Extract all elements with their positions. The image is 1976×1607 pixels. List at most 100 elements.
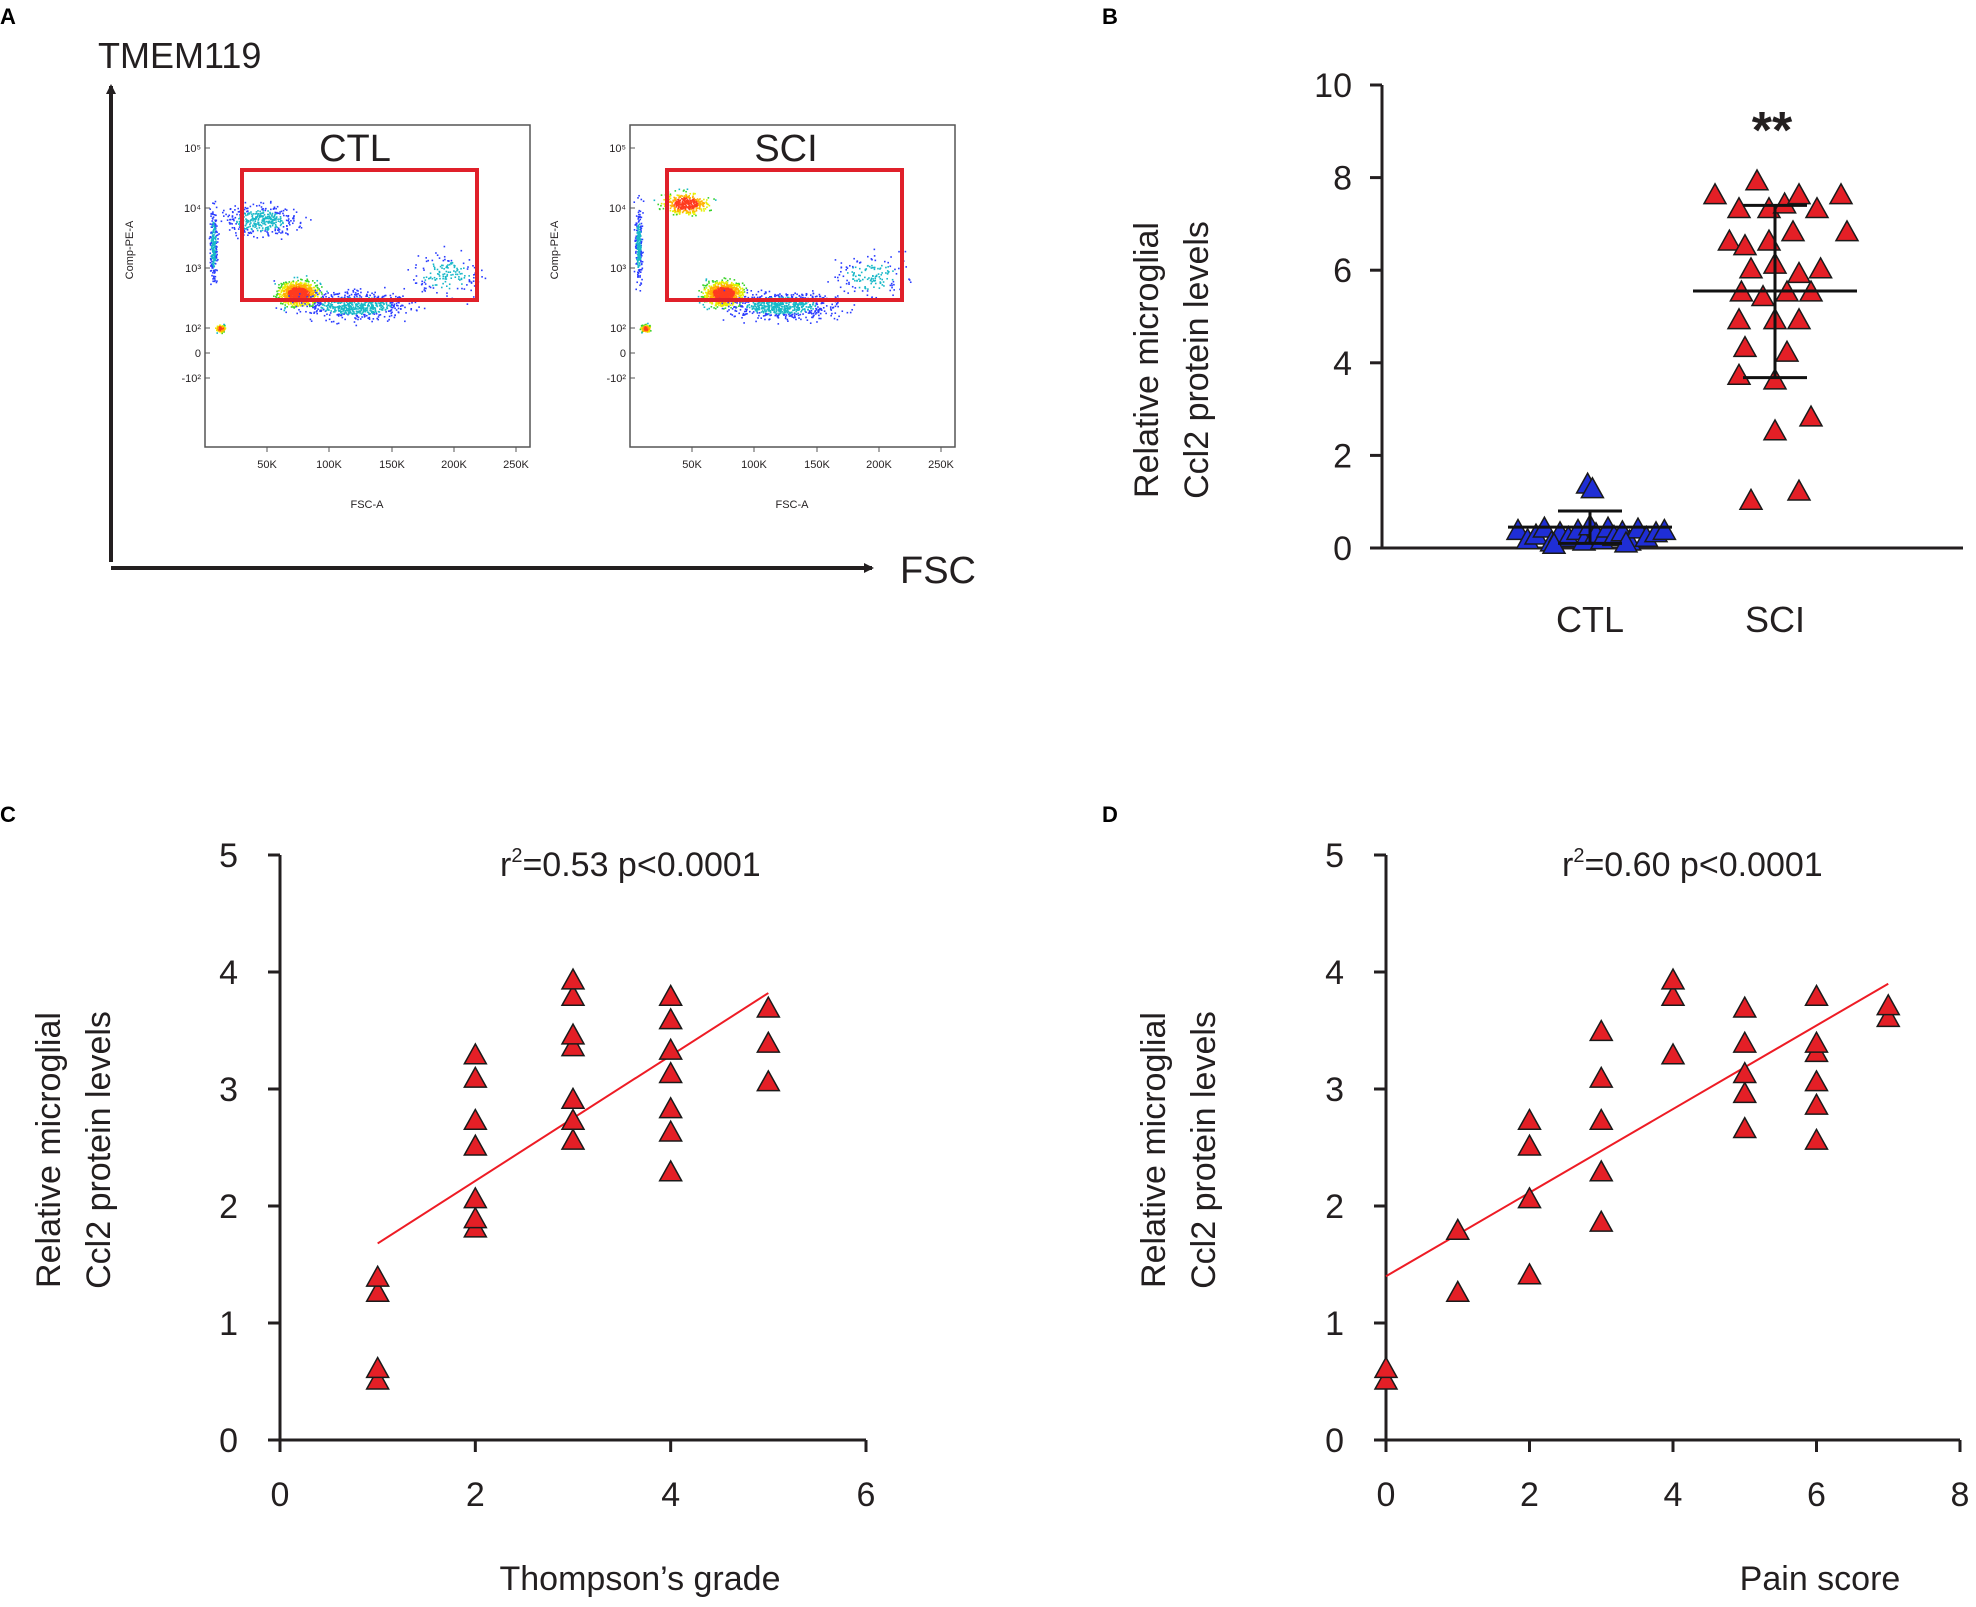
flow-event-dot bbox=[300, 278, 302, 281]
flow-event-dot bbox=[337, 315, 340, 317]
flow-event-dot bbox=[296, 303, 299, 305]
flow-event-dot bbox=[881, 284, 884, 286]
flow-event-dot bbox=[742, 302, 744, 304]
flow-event-dot bbox=[307, 284, 309, 287]
flow-event-dot bbox=[210, 236, 212, 239]
flow-event-dot bbox=[791, 316, 794, 318]
flow-event-dot bbox=[639, 271, 642, 273]
flow-event-dot bbox=[341, 296, 343, 299]
flow-event-dot bbox=[756, 307, 758, 310]
flow-event-dot bbox=[730, 294, 733, 297]
flow-event-dot bbox=[820, 302, 823, 305]
flow-event-dot bbox=[233, 226, 236, 229]
flow-event-dot bbox=[283, 290, 285, 293]
flow-event-dot bbox=[335, 306, 337, 309]
flow-event-dot bbox=[845, 266, 848, 268]
flow-event-dot bbox=[288, 293, 291, 296]
flow-event-dot bbox=[770, 314, 772, 316]
flow-event-dot bbox=[453, 266, 456, 269]
flow-event-dot bbox=[684, 208, 687, 211]
flow-event-dot bbox=[741, 291, 744, 294]
flow-event-dot bbox=[776, 304, 779, 307]
flow-event-dot bbox=[302, 296, 305, 298]
flow-event-dot bbox=[785, 310, 788, 313]
flow-event-dot bbox=[295, 211, 298, 213]
flow-event-dot bbox=[238, 226, 241, 228]
flow-event-dot bbox=[677, 198, 680, 201]
flow-event-dot bbox=[379, 302, 381, 305]
flow-event-dot bbox=[890, 256, 892, 258]
flow-event-dot bbox=[639, 218, 642, 221]
flow-event-dot bbox=[311, 292, 313, 295]
flow-event-dot bbox=[756, 310, 758, 313]
flow-event-dot bbox=[725, 281, 728, 283]
flow-event-dot bbox=[721, 296, 723, 298]
flow-event-dot bbox=[779, 293, 781, 295]
flow-event-dot bbox=[212, 262, 214, 265]
flow-event-dot bbox=[699, 205, 701, 208]
flow-event-dot bbox=[764, 314, 766, 317]
flow-event-dot bbox=[345, 312, 348, 315]
flow-event-dot bbox=[212, 246, 215, 249]
flow-event-dot bbox=[810, 305, 813, 308]
flow-event-dot bbox=[786, 311, 789, 314]
flow-y-tick-label: 10⁵ bbox=[184, 143, 201, 155]
flow-event-dot bbox=[740, 294, 742, 297]
flow-event-dot bbox=[234, 205, 237, 207]
flow-event-dot bbox=[637, 216, 640, 219]
flow-event-dot bbox=[669, 193, 672, 196]
flow-event-dot bbox=[280, 282, 282, 285]
flow-event-dot bbox=[694, 192, 696, 195]
flow-event-dot bbox=[323, 294, 326, 296]
flow-event-dot bbox=[748, 303, 751, 306]
flow-event-dot bbox=[692, 195, 694, 198]
flow-event-dot bbox=[702, 205, 705, 208]
flow-event-dot bbox=[780, 309, 782, 312]
flow-event-dot bbox=[807, 308, 809, 311]
flow-event-dot bbox=[325, 305, 328, 307]
flow-event-dot bbox=[359, 312, 362, 314]
flow-event-dot bbox=[285, 281, 288, 284]
flow-event-dot bbox=[292, 218, 295, 220]
flow-event-dot bbox=[784, 317, 787, 320]
flow-event-dot bbox=[297, 294, 300, 297]
flow-event-dot bbox=[864, 287, 867, 290]
flow-event-dot bbox=[211, 225, 214, 228]
flow-event-dot bbox=[360, 313, 363, 316]
flow-event-dot bbox=[856, 279, 858, 282]
flow-event-dot bbox=[693, 199, 695, 201]
flow-event-dot bbox=[814, 304, 817, 307]
flow-event-dot bbox=[789, 307, 791, 309]
flow-event-dot bbox=[686, 209, 688, 212]
flow-event-dot bbox=[213, 280, 216, 283]
flow-event-dot bbox=[374, 291, 376, 294]
flow-event-dot bbox=[830, 309, 833, 311]
flow-event-dot bbox=[664, 205, 666, 207]
flow-event-dot bbox=[736, 288, 738, 290]
flow-event-dot bbox=[756, 296, 759, 299]
flow-event-dot bbox=[846, 311, 849, 314]
flow-event-dot bbox=[291, 305, 294, 307]
flow-event-dot bbox=[384, 286, 386, 289]
flow-event-dot bbox=[328, 314, 331, 316]
flow-event-dot bbox=[315, 310, 318, 313]
flow-event-dot bbox=[769, 314, 771, 317]
flow-event-dot bbox=[859, 261, 862, 264]
flow-event-dot bbox=[881, 272, 883, 274]
flow-event-dot bbox=[702, 203, 705, 205]
flow-event-dot bbox=[767, 296, 770, 299]
flow-event-dot bbox=[354, 292, 357, 294]
flow-event-dot bbox=[332, 307, 334, 310]
flow-event-dot bbox=[213, 242, 215, 245]
flow-event-dot bbox=[210, 255, 213, 258]
flow-event-dot bbox=[314, 301, 316, 304]
flow-event-dot bbox=[463, 288, 466, 290]
flow-event-dot bbox=[820, 309, 823, 311]
flow-event-dot bbox=[244, 201, 247, 204]
flow-event-dot bbox=[292, 306, 294, 308]
flow-event-dot bbox=[245, 218, 247, 220]
flow-event-dot bbox=[670, 205, 673, 208]
flow-event-dot bbox=[215, 214, 217, 217]
flow-event-dot bbox=[271, 214, 273, 216]
flow-event-dot bbox=[854, 287, 857, 289]
